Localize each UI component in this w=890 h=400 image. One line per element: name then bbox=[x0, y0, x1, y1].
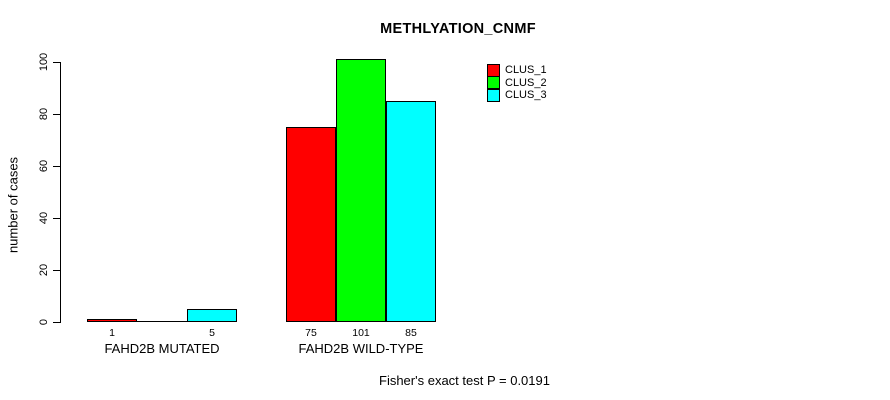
y-axis-tick bbox=[53, 270, 60, 271]
bar-value-label: 101 bbox=[352, 327, 370, 339]
y-axis-tick bbox=[53, 322, 60, 323]
legend-label: CLUS_1 bbox=[505, 64, 547, 77]
y-tick-label: 80 bbox=[38, 107, 50, 121]
legend-label: CLUS_3 bbox=[505, 89, 547, 102]
legend-swatch-icon bbox=[487, 88, 500, 102]
y-tick-label: 0 bbox=[38, 318, 50, 326]
bar bbox=[187, 309, 237, 322]
bar-value-label: 1 bbox=[109, 327, 115, 339]
y-tick-label: 100 bbox=[38, 52, 50, 72]
y-tick-label: 20 bbox=[38, 263, 50, 277]
legend-item: CLUS_2 bbox=[487, 76, 547, 90]
chart-title: METHLYATION_CNMF bbox=[380, 21, 536, 37]
bar bbox=[87, 319, 137, 322]
y-tick-label: 40 bbox=[38, 211, 50, 225]
y-axis-label: number of cases bbox=[5, 156, 21, 254]
bar-value-label: 5 bbox=[209, 327, 215, 339]
y-axis-tick bbox=[53, 166, 60, 167]
y-axis-tick bbox=[53, 114, 60, 115]
y-axis-tick bbox=[53, 218, 60, 219]
bar-value-label: 85 bbox=[405, 327, 417, 339]
stat-test-note: Fisher's exact test P = 0.0191 bbox=[379, 373, 550, 388]
y-axis-line bbox=[60, 62, 61, 323]
bar bbox=[336, 59, 386, 322]
legend-swatch-icon bbox=[487, 63, 500, 77]
legend-item: CLUS_3 bbox=[487, 88, 547, 102]
y-tick-label: 60 bbox=[38, 159, 50, 173]
group-label: FAHD2B WILD-TYPE bbox=[298, 341, 424, 356]
group-label: FAHD2B MUTATED bbox=[104, 341, 220, 356]
y-axis-tick bbox=[53, 62, 60, 63]
legend-swatch-icon bbox=[487, 76, 500, 90]
bar bbox=[386, 101, 436, 322]
bar bbox=[286, 127, 336, 322]
legend-label: CLUS_2 bbox=[505, 76, 547, 89]
bar-zero bbox=[137, 321, 187, 322]
bar-value-label: 75 bbox=[305, 327, 317, 339]
legend: CLUS_1 CLUS_2 CLUS_3 bbox=[487, 63, 547, 102]
legend-item: CLUS_1 bbox=[487, 63, 547, 77]
